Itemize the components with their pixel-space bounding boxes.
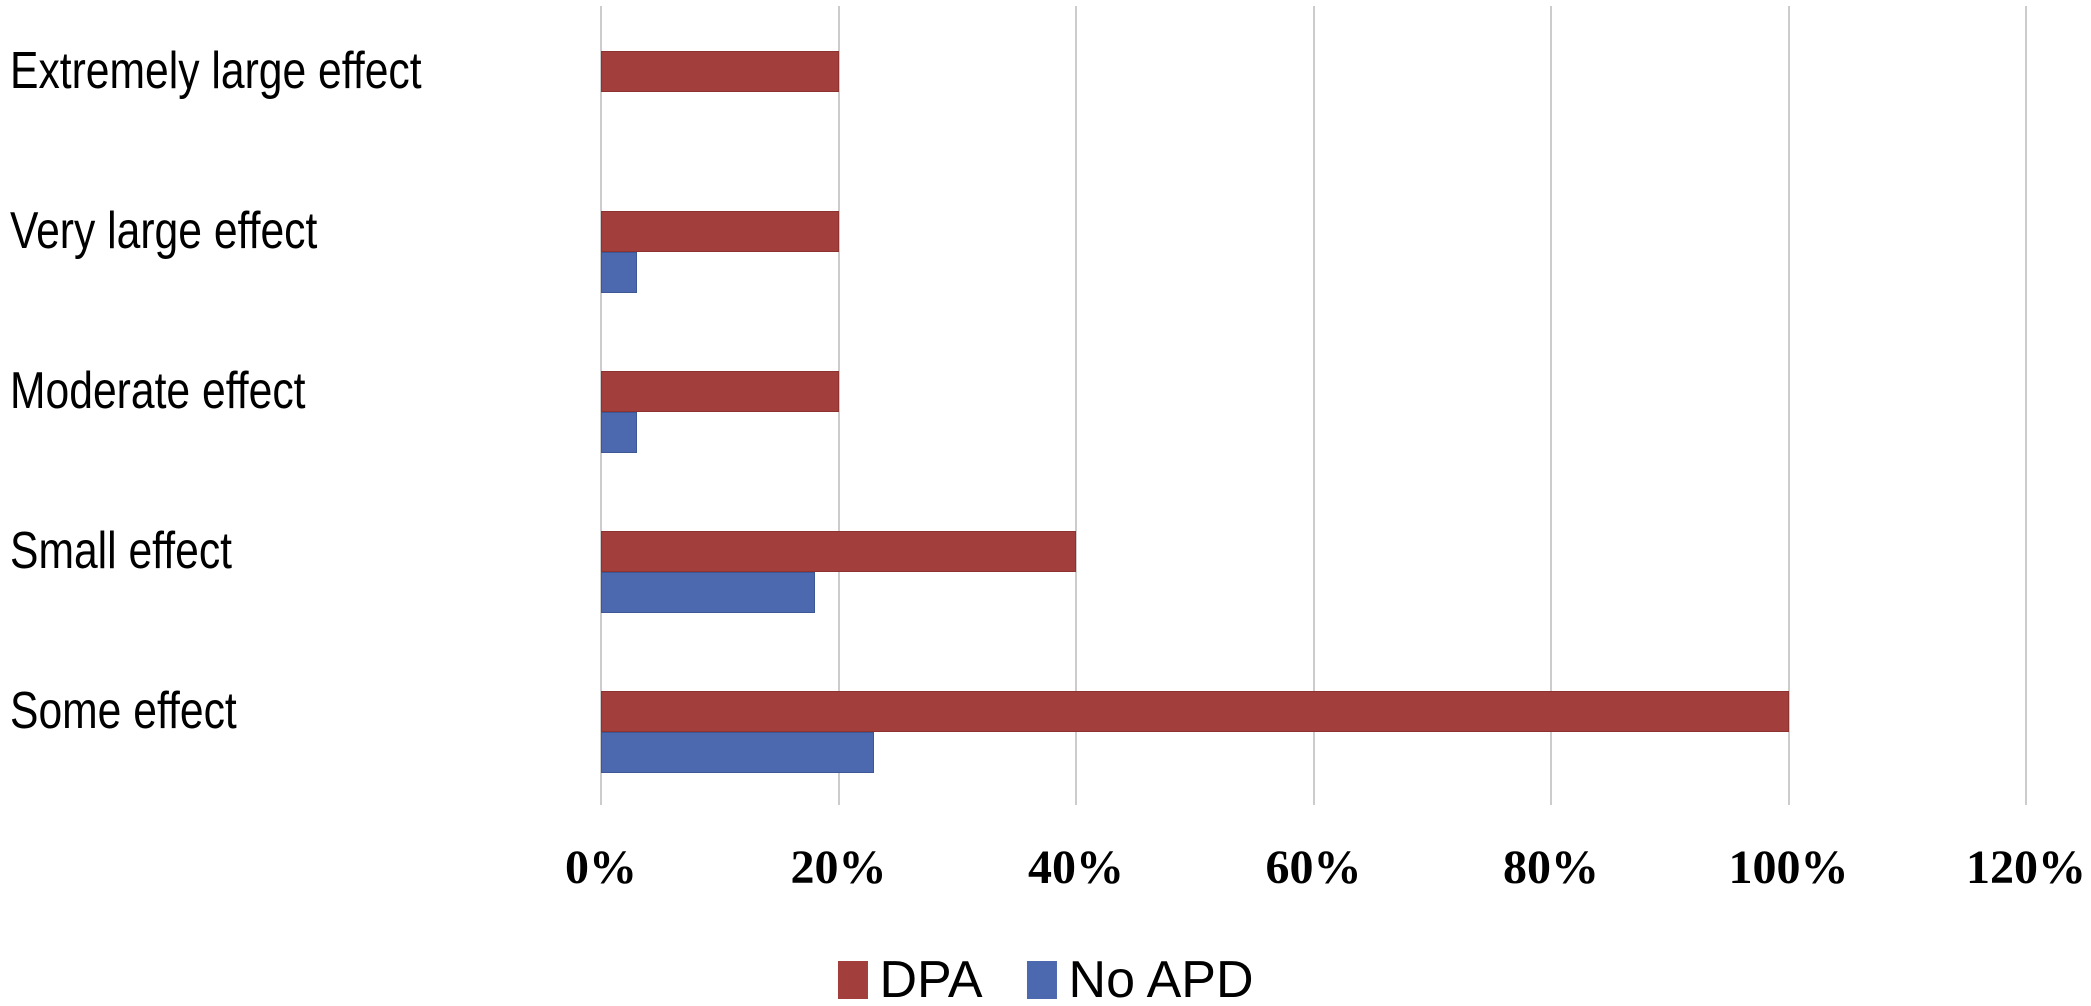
x-tick-label: 40% xyxy=(1028,841,1124,894)
legend-item-dpa: DPA xyxy=(837,950,983,1006)
gridline-20% xyxy=(837,6,840,805)
x-tick-label: 60% xyxy=(1265,841,1362,894)
bar-no-apd xyxy=(601,732,875,773)
category-label: Small effect xyxy=(10,522,232,580)
bar-no-apd xyxy=(601,412,637,453)
legend-label-dpa: DPA xyxy=(879,951,983,1006)
gridline-100% xyxy=(1787,6,1790,805)
legend-swatch-dpa xyxy=(837,961,868,999)
bar-dpa xyxy=(601,691,1789,732)
category-label: Very large effect xyxy=(10,202,318,260)
legend: DPA No APD xyxy=(837,950,1254,1006)
legend-label-no-apd: No APD xyxy=(1068,951,1254,1006)
bar-dpa xyxy=(601,531,1076,572)
bar-no-apd xyxy=(601,252,637,293)
category-band xyxy=(601,6,2026,166)
x-tick-label: 20% xyxy=(790,841,887,894)
x-tick-label: 100% xyxy=(1728,841,1849,894)
gridline-80% xyxy=(1550,6,1552,805)
gridline-60% xyxy=(1312,6,1315,805)
plot-area xyxy=(600,6,2027,806)
gridline-120% xyxy=(2025,6,2027,805)
legend-item-no-apd: No APD xyxy=(1026,950,1254,1006)
category-band xyxy=(601,486,2026,646)
category-band xyxy=(601,646,2026,806)
legend-swatch-no-apd xyxy=(1026,961,1057,999)
x-tick-label: 120% xyxy=(1966,841,2086,894)
category-label: Moderate effect xyxy=(10,362,306,420)
x-tick-label: 80% xyxy=(1503,841,1599,894)
x-tick-label: 0% xyxy=(565,841,637,894)
bar-no-apd xyxy=(601,572,815,613)
category-label: Extremely large effect xyxy=(10,42,422,100)
bar-dpa xyxy=(601,211,839,252)
category-band xyxy=(601,326,2026,486)
category-band xyxy=(601,166,2026,326)
category-label: Some effect xyxy=(10,682,237,740)
bar-dpa xyxy=(601,371,839,412)
bar-dpa xyxy=(601,51,839,92)
gridline-40% xyxy=(1075,6,1077,805)
